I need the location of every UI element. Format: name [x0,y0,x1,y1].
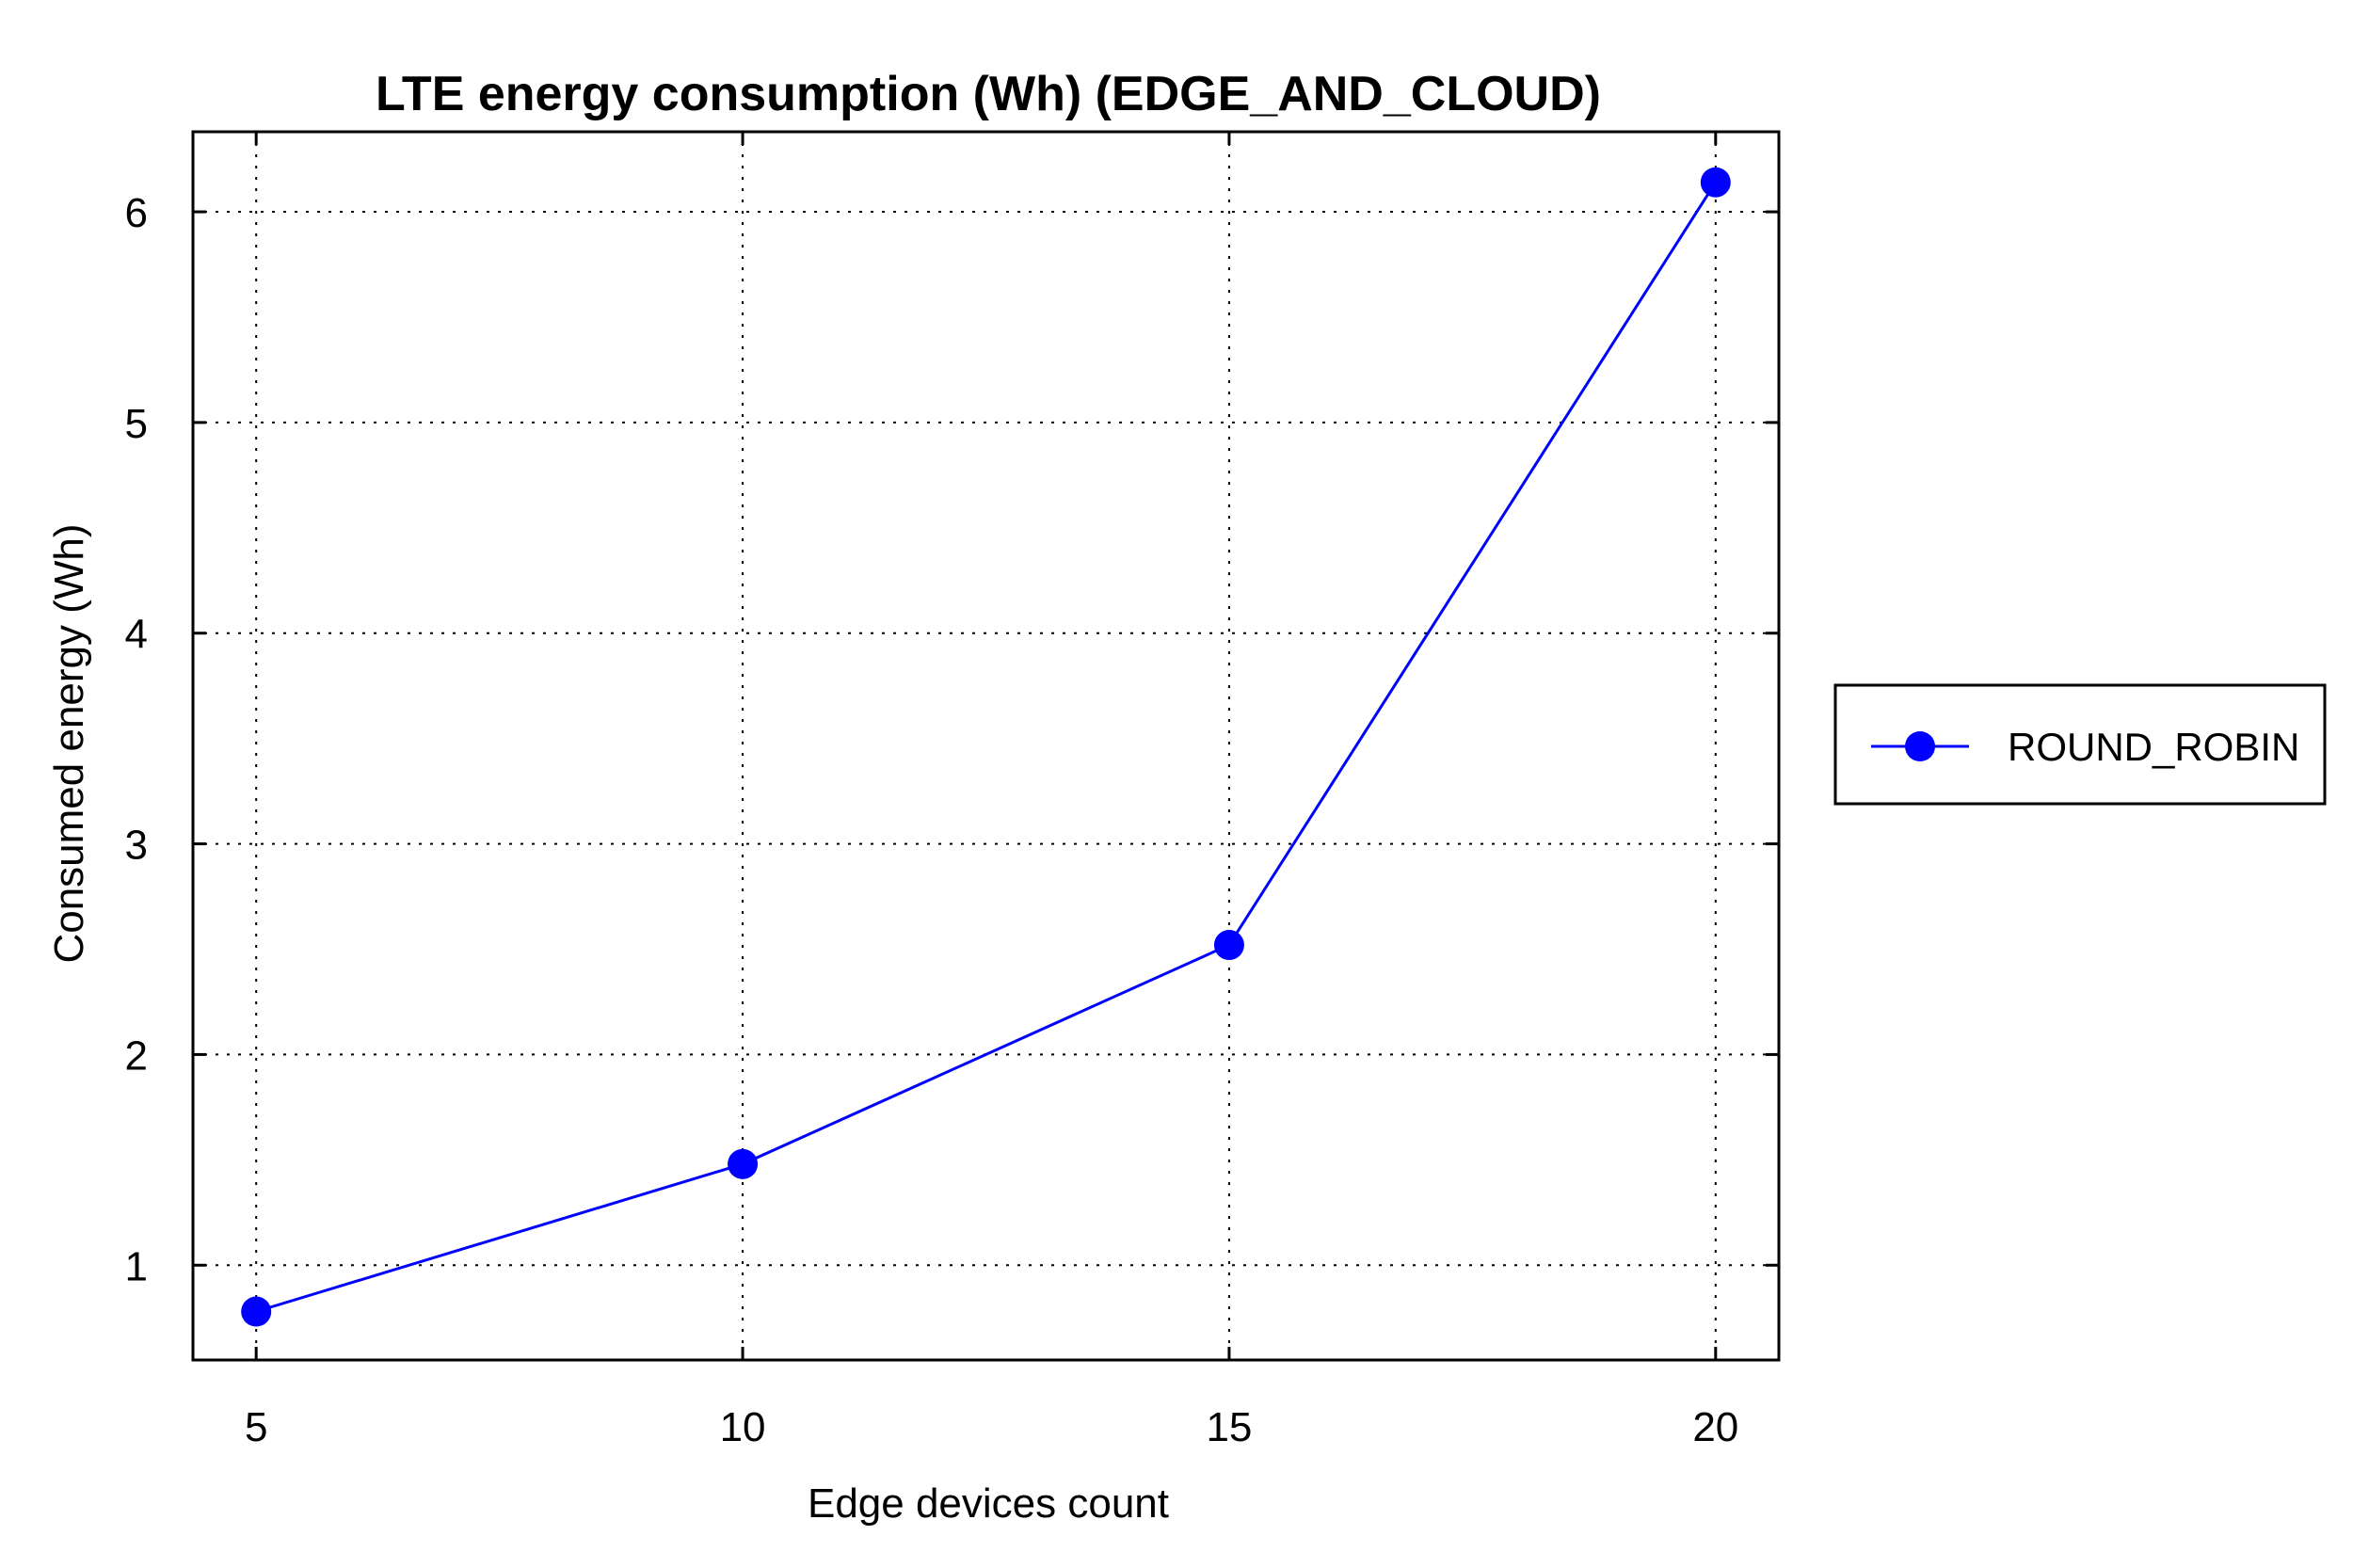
x-tick-label: 10 [720,1404,766,1450]
x-axis-label: Edge devices count [808,1480,1169,1527]
x-tick-label: 15 [1206,1404,1252,1450]
y-tick-label: 3 [125,823,148,869]
y-tick-label: 2 [125,1032,148,1079]
data-point [1700,167,1731,198]
series-points [241,167,1731,1327]
axis-ticks: 5 10 15 20 1 2 3 4 5 6 [125,132,1779,1450]
data-point [1213,930,1244,961]
series-line-0 [255,181,1718,1313]
y-tick-label: 4 [125,612,148,658]
grid [193,132,1779,1360]
legend-label-round-robin: ROUND_ROBIN [2008,725,2299,769]
x-tick-label: 20 [1692,1404,1738,1450]
data-point [241,1296,272,1327]
legend: ROUND_ROBIN [1833,683,2327,806]
y-axis-label: Consumed energy (Wh) [46,523,92,963]
series-lines [255,181,1718,1313]
y-tick-label: 1 [125,1243,148,1289]
x-tick-label: 5 [245,1404,267,1450]
chart-title: LTE energy consumption (Wh) (EDGE_AND_CL… [376,67,1601,121]
y-tick-label: 6 [125,190,148,236]
data-point [728,1148,759,1179]
plot-frame [191,130,1781,1362]
y-tick-label: 5 [125,401,148,447]
legend-marker-icon [1905,731,1935,761]
